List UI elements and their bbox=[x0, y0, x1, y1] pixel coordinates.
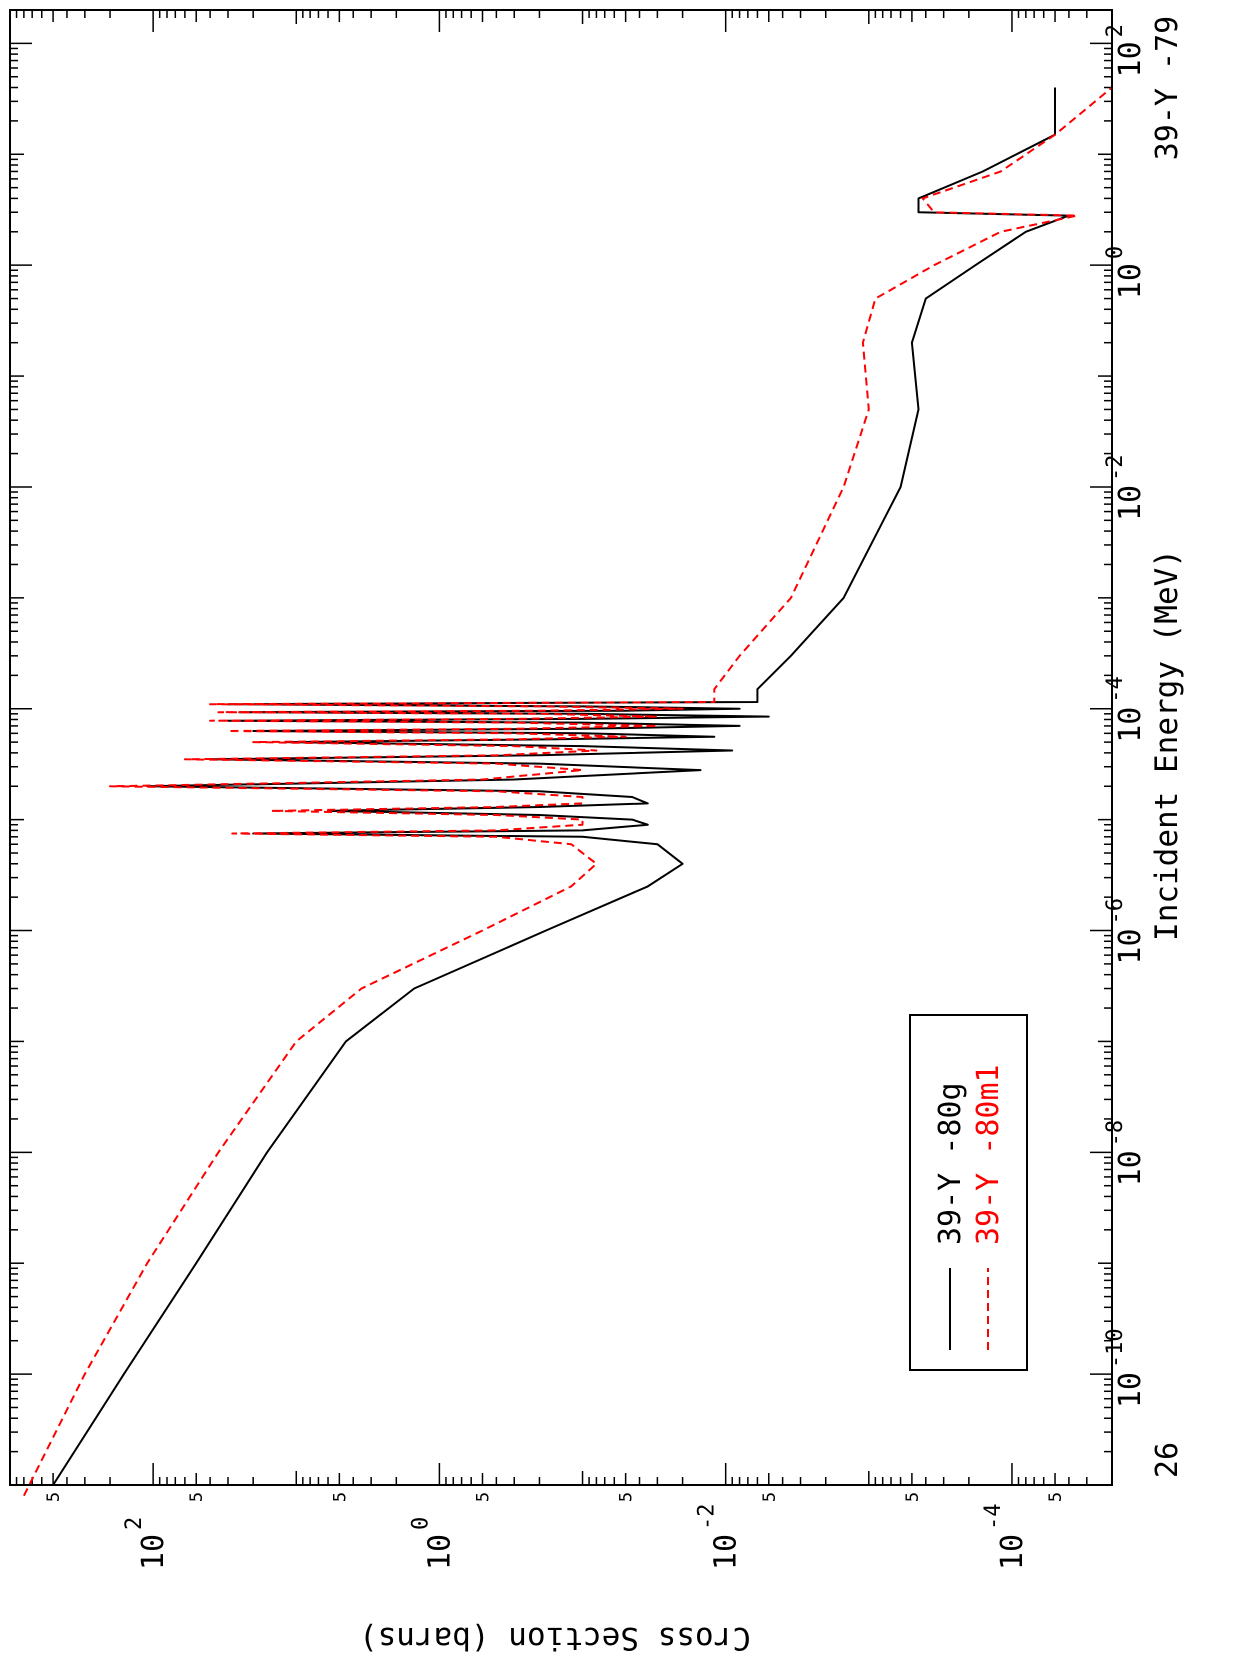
x-tick-label-exponent: -8 bbox=[1103, 1120, 1128, 1147]
x-tick-label-base: 10 bbox=[1113, 1150, 1148, 1186]
x-tick-label: 10-6 bbox=[1103, 898, 1148, 965]
plot-frame bbox=[9, 9, 1113, 1486]
x-tick-label: 10-10 bbox=[1103, 1328, 1148, 1408]
y-minor-tick-label: 5 bbox=[330, 1492, 350, 1502]
y-tick-label-base: 10 bbox=[136, 1534, 171, 1570]
y-minor-tick-label: 5 bbox=[473, 1492, 493, 1502]
x-tick-label: 102 bbox=[1103, 24, 1148, 77]
y-tick-label: 102 bbox=[122, 1517, 171, 1570]
x-tick-label-base: 10 bbox=[1113, 1372, 1148, 1408]
x-tick-label: 10-8 bbox=[1103, 1120, 1148, 1187]
series-line-2 bbox=[23, 86, 1113, 1497]
x-tick-label-base: 10 bbox=[1113, 707, 1148, 743]
x-tick-label-base: 10 bbox=[1113, 485, 1148, 521]
x-axis-title: Incident Energy (MeV) bbox=[1149, 549, 1185, 941]
x-tick-label-exponent: 2 bbox=[1103, 24, 1128, 37]
legend: 39-Y -80g 39-Y -80m1 bbox=[909, 1014, 1028, 1371]
x-tick-label-base: 10 bbox=[1113, 41, 1148, 77]
corner-right-label: 39-Y -79 bbox=[1150, 16, 1185, 161]
y-tick-label-base: 10 bbox=[709, 1534, 744, 1570]
y-minor-tick-label: 5 bbox=[760, 1492, 780, 1502]
y-tick-label-exponent: 2 bbox=[122, 1517, 147, 1530]
data-curves bbox=[23, 86, 1113, 1497]
y-axis-title: Cross Section (barns) bbox=[359, 1620, 751, 1656]
x-tick-label: 10-2 bbox=[1103, 454, 1148, 521]
y-tick-label: 10-4 bbox=[981, 1504, 1030, 1571]
x-tick-label-exponent: 0 bbox=[1103, 246, 1128, 259]
y-tick-label-exponent: -4 bbox=[981, 1504, 1006, 1531]
y-tick-label-exponent: 0 bbox=[408, 1517, 433, 1530]
x-tick-label-exponent: -10 bbox=[1103, 1328, 1128, 1368]
y-minor-tick-labels: 5 5 5 5 5 5 5 5 bbox=[44, 1492, 1066, 1502]
y-minor-tick-label: 5 bbox=[1046, 1492, 1066, 1502]
y-tick-label-base: 10 bbox=[422, 1534, 457, 1570]
y-tick-label: 10-2 bbox=[695, 1504, 744, 1571]
x-tick-label-exponent: -2 bbox=[1103, 454, 1128, 481]
y-tick-label-exponent: -2 bbox=[695, 1504, 720, 1531]
legend-box bbox=[909, 1014, 1028, 1371]
x-tick-label: 10-4 bbox=[1103, 676, 1148, 743]
legend-label-series-1: 39-Y -80g bbox=[933, 1082, 968, 1245]
legend-label-series-2: 39-Y -80m1 bbox=[971, 1064, 1006, 1245]
y-minor-tick-label: 5 bbox=[617, 1492, 637, 1502]
x-tick-label-base: 10 bbox=[1113, 263, 1148, 299]
y-tick-label: 100 bbox=[408, 1517, 457, 1570]
x-tick-label: 100 bbox=[1103, 246, 1148, 299]
y-minor-tick-label: 5 bbox=[187, 1492, 207, 1502]
series-line-1 bbox=[52, 87, 1070, 1486]
x-tick-label-exponent: -6 bbox=[1103, 898, 1128, 925]
y-minor-tick-label: 5 bbox=[903, 1492, 923, 1502]
y-minor-tick-label: 5 bbox=[44, 1492, 64, 1502]
x-tick-label-base: 10 bbox=[1113, 928, 1148, 964]
y-tick-label-base: 10 bbox=[995, 1534, 1030, 1570]
x-tick-label-exponent: -4 bbox=[1103, 676, 1128, 703]
corner-left-label: 26 bbox=[1150, 1442, 1185, 1478]
